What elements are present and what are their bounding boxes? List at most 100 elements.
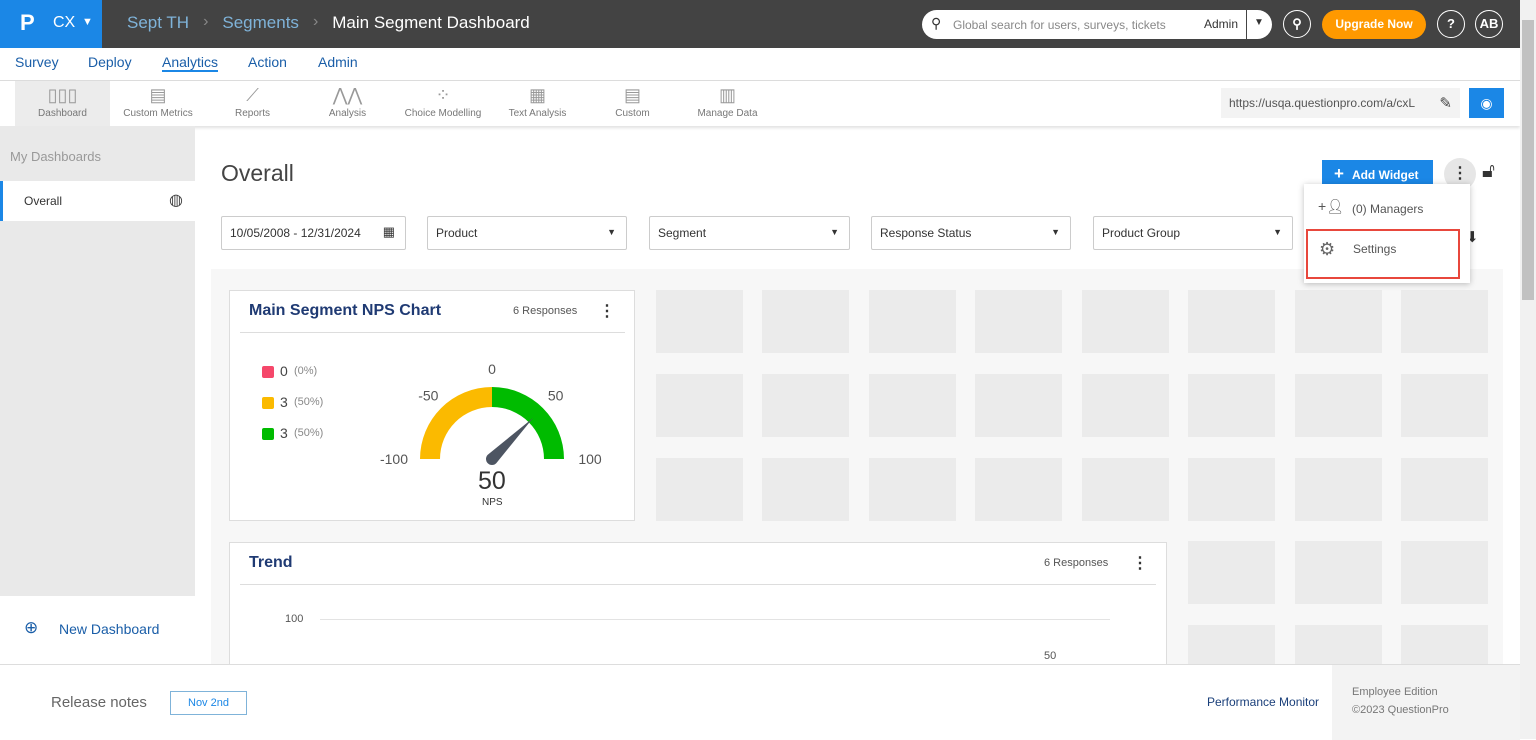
legend-count: 3 bbox=[280, 425, 288, 441]
search-scope[interactable]: Admin bbox=[1204, 17, 1239, 31]
product-filter[interactable]: Product ▼ bbox=[427, 216, 627, 250]
widget-menu-icon[interactable]: ⋮ bbox=[599, 303, 615, 320]
add-widget-button[interactable]: + Add Widget bbox=[1322, 160, 1433, 188]
menu-label: Settings bbox=[1353, 242, 1397, 256]
menu-label: (0) Managers bbox=[1352, 202, 1424, 216]
globe-icon: ◍ bbox=[169, 192, 183, 209]
nav-survey[interactable]: Survey bbox=[15, 54, 59, 70]
caret-down-icon: ▼ bbox=[1273, 227, 1282, 237]
caret-down-icon[interactable]: ▼ bbox=[1254, 17, 1264, 28]
help-button[interactable]: ? bbox=[1437, 10, 1465, 38]
response-count: 6 Responses bbox=[513, 305, 578, 317]
data-label: 50 bbox=[1044, 650, 1057, 662]
caret-down-icon: ▼ bbox=[82, 16, 93, 28]
eye-icon: ◉ bbox=[1480, 95, 1493, 111]
gear-icon: ⚙ bbox=[1319, 239, 1336, 259]
legend-percent: (50%) bbox=[294, 396, 324, 408]
tool-reports[interactable]: ⟋ Reports bbox=[215, 81, 290, 126]
scatter-icon: ⁘ bbox=[435, 85, 451, 105]
breadcrumb-segments[interactable]: Segments bbox=[222, 13, 299, 32]
new-dashboard-label: New Dashboard bbox=[59, 621, 160, 637]
search-input[interactable]: Global search for users, surveys, ticket… bbox=[953, 18, 1166, 32]
legend-count: 3 bbox=[280, 394, 288, 410]
performance-monitor-link[interactable]: Performance Monitor bbox=[1207, 695, 1320, 709]
response-count: 6 Responses bbox=[1044, 557, 1109, 569]
questionpro-logo: P bbox=[20, 10, 35, 35]
empty-widget-slot bbox=[1082, 458, 1169, 521]
edition-panel: Employee Edition ©2023 QuestionPro bbox=[1332, 665, 1520, 740]
tool-custom[interactable]: ▤ Custom bbox=[595, 81, 670, 126]
empty-widget-slot bbox=[762, 374, 849, 437]
empty-widget-slot bbox=[1188, 374, 1275, 437]
widget-title: Main Segment NPS Chart bbox=[249, 302, 442, 319]
widget-menu-icon[interactable]: ⋮ bbox=[1132, 555, 1148, 572]
preview-button[interactable]: ◉ bbox=[1469, 88, 1504, 118]
nps-label: NPS bbox=[482, 497, 503, 508]
chevron-right-icon: › bbox=[203, 13, 209, 30]
date-range-filter[interactable]: 10/05/2008 - 12/31/2024 ▦ bbox=[221, 216, 406, 250]
empty-widget-slot bbox=[1188, 290, 1275, 353]
gauge-detractor-arc bbox=[420, 387, 492, 459]
new-dashboard-button[interactable]: ⊕ New Dashboard bbox=[0, 596, 195, 664]
gauge-tick-label: 50 bbox=[548, 387, 564, 403]
caret-down-icon: ▼ bbox=[607, 227, 616, 237]
add-widget-label: Add Widget bbox=[1351, 168, 1419, 182]
dashboard-url[interactable]: https://usqa.questionpro.com/a/cxL ✎ bbox=[1221, 88, 1460, 118]
product-switcher[interactable]: P CX ▼ bbox=[0, 0, 102, 48]
global-search[interactable]: ⚲ Global search for users, surveys, tick… bbox=[922, 10, 1272, 39]
upgrade-button[interactable]: Upgrade Now bbox=[1322, 10, 1426, 39]
unlock-icon[interactable]: 🔓︎ bbox=[1482, 160, 1495, 182]
tool-choice-modelling[interactable]: ⁘ Choice Modelling bbox=[398, 81, 488, 126]
y-tick-label: 100 bbox=[285, 613, 304, 625]
divider bbox=[240, 584, 1156, 585]
sidebar-item-overall[interactable]: Overall ◍ bbox=[0, 181, 195, 221]
pencil-icon[interactable]: ✎ bbox=[1439, 95, 1452, 112]
nav-analytics[interactable]: Analytics bbox=[162, 54, 219, 72]
filter-label: Response Status bbox=[880, 226, 972, 240]
breadcrumb-sept-th[interactable]: Sept TH bbox=[127, 13, 190, 32]
trend-widget: Trend 6 Responses ⋮ 100 50 bbox=[229, 542, 1167, 672]
sidebar: My Dashboards Overall ◍ ⊕ New Dashboard bbox=[0, 126, 195, 664]
page-title: Overall bbox=[221, 160, 294, 186]
text-analysis-icon: ▦ bbox=[528, 85, 546, 105]
menu-item-settings[interactable]: ⚙ Settings bbox=[1306, 229, 1460, 279]
empty-widget-slot bbox=[1082, 290, 1169, 353]
nav-deploy[interactable]: Deploy bbox=[88, 54, 132, 70]
line-chart-icon: ⟋ bbox=[246, 85, 259, 105]
sidebar-item-label: Overall bbox=[24, 194, 63, 208]
dashboard-options-menu: +👤︎ (0) Managers ⚙ Settings bbox=[1304, 184, 1470, 283]
search-button[interactable]: ⚲ bbox=[1283, 10, 1311, 38]
product-group-filter[interactable]: Product Group ▼ bbox=[1093, 216, 1293, 250]
menu-item-managers[interactable]: +👤︎ (0) Managers bbox=[1304, 184, 1470, 230]
empty-widget-slot bbox=[975, 374, 1062, 437]
nav-action[interactable]: Action bbox=[248, 54, 287, 70]
gauge-tick-label: 0 bbox=[488, 361, 496, 377]
empty-widget-slot bbox=[1401, 290, 1488, 353]
tool-analysis[interactable]: ⋀⋀ Analysis bbox=[310, 81, 385, 126]
empty-widget-slot bbox=[762, 290, 849, 353]
release-date-button[interactable]: Nov 2nd bbox=[170, 691, 247, 715]
tool-text-analysis[interactable]: ▦ Text Analysis bbox=[500, 81, 575, 126]
gauge-tick-label: -100 bbox=[380, 451, 408, 467]
filter-label: Product Group bbox=[1102, 226, 1181, 240]
tool-label: Choice Modelling bbox=[404, 108, 482, 119]
tool-custom-metrics[interactable]: ▤ Custom Metrics bbox=[112, 81, 204, 126]
legend-percent: (0%) bbox=[294, 365, 318, 377]
empty-widget-slot bbox=[1188, 625, 1275, 664]
gridline bbox=[320, 619, 1110, 620]
nav-admin[interactable]: Admin bbox=[318, 54, 358, 70]
widget-title: Trend bbox=[249, 554, 293, 571]
scrollbar-thumb[interactable] bbox=[1522, 20, 1534, 300]
nps-score: 50 bbox=[478, 467, 506, 495]
gauge-needle bbox=[486, 417, 534, 465]
tool-label: Custom Metrics bbox=[123, 108, 193, 119]
segment-filter[interactable]: Segment ▼ bbox=[649, 216, 850, 250]
tool-manage-data[interactable]: ▥ Manage Data bbox=[690, 81, 765, 126]
empty-widget-slot bbox=[869, 458, 956, 521]
avatar[interactable]: AB bbox=[1475, 10, 1503, 38]
response-status-filter[interactable]: Response Status ▼ bbox=[871, 216, 1071, 250]
analysis-icon: ⋀⋀ bbox=[332, 85, 363, 105]
legend-swatch bbox=[262, 397, 274, 409]
tool-dashboard[interactable]: ▯▯▯ Dashboard bbox=[15, 81, 110, 126]
empty-widget-slot bbox=[1401, 541, 1488, 604]
